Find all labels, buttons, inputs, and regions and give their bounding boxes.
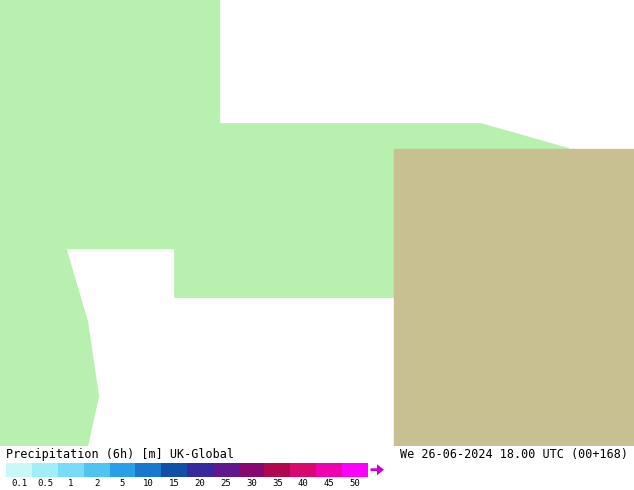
Text: 15: 15 xyxy=(169,479,179,488)
Text: 45: 45 xyxy=(323,479,334,488)
Polygon shape xyxy=(0,0,219,248)
Bar xyxy=(32,463,58,477)
Bar xyxy=(110,463,136,477)
Text: 30: 30 xyxy=(246,479,257,488)
Text: 40: 40 xyxy=(298,479,309,488)
Bar xyxy=(136,463,161,477)
Bar xyxy=(264,463,290,477)
Text: We 26-06-2024 18.00 UTC (00+168): We 26-06-2024 18.00 UTC (00+168) xyxy=(399,448,628,461)
Bar xyxy=(187,463,213,477)
Text: 5: 5 xyxy=(120,479,125,488)
Bar xyxy=(238,463,264,477)
Text: 2: 2 xyxy=(94,479,100,488)
Polygon shape xyxy=(394,148,634,446)
Polygon shape xyxy=(175,124,569,297)
Polygon shape xyxy=(0,49,98,446)
Text: 20: 20 xyxy=(195,479,205,488)
Bar xyxy=(161,463,187,477)
Text: 25: 25 xyxy=(221,479,231,488)
Text: 10: 10 xyxy=(143,479,153,488)
Text: Precipitation (6h) [m] UK-Global: Precipitation (6h) [m] UK-Global xyxy=(6,448,235,461)
Text: 0.5: 0.5 xyxy=(37,479,53,488)
Bar xyxy=(342,463,368,477)
Bar xyxy=(290,463,316,477)
Bar xyxy=(84,463,110,477)
Text: 0.1: 0.1 xyxy=(11,479,27,488)
Text: 35: 35 xyxy=(272,479,283,488)
Text: 1: 1 xyxy=(68,479,74,488)
Bar xyxy=(316,463,342,477)
Bar xyxy=(6,463,32,477)
Bar xyxy=(58,463,84,477)
Bar xyxy=(213,463,238,477)
Text: 50: 50 xyxy=(349,479,360,488)
